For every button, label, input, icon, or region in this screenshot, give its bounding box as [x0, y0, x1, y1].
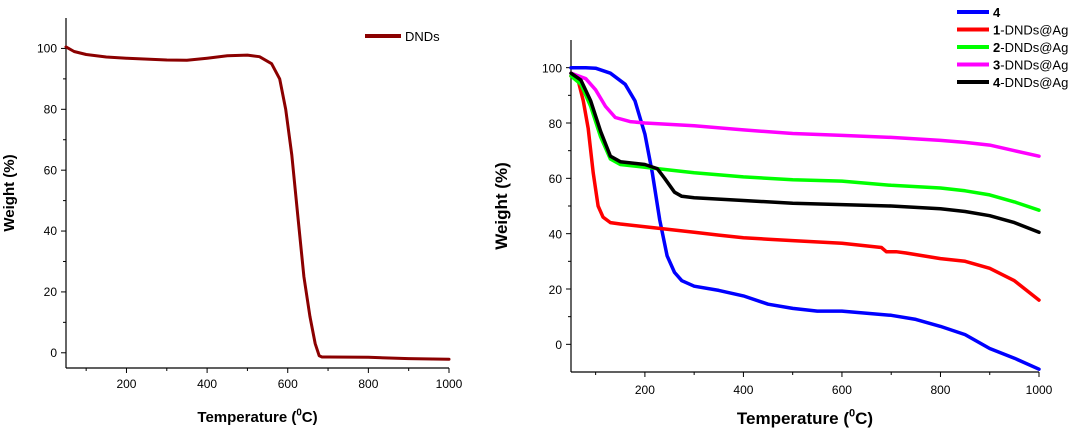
- series-line-3: [569, 71, 1041, 158]
- y-axis-label: Weight (%): [492, 162, 511, 250]
- legend-label: 4: [993, 5, 1001, 20]
- y-tick-label: 80: [44, 103, 58, 117]
- x-tick-label: 600: [278, 377, 298, 391]
- y-tick-label: 40: [549, 228, 563, 242]
- y-tick-label: 60: [44, 163, 58, 177]
- series-line-0: [64, 45, 451, 361]
- right-chart: 0 20 40 60 80 100 200 400 600 800 1000 Temperature …: [492, 5, 1068, 428]
- x-tick-label: 200: [116, 377, 136, 391]
- x-tick-label: 1000: [1026, 383, 1053, 397]
- y-axis-label: Weight (%): [1, 154, 18, 231]
- series-line-1: [569, 74, 1041, 302]
- legend-label: 4-DNDs@Ag: [993, 75, 1068, 90]
- y-tick-label: 100: [542, 62, 562, 76]
- y-tick-label: 100: [37, 42, 57, 56]
- x-axis-label: Temperature (0C): [737, 407, 873, 428]
- series-line-4: [569, 71, 1041, 235]
- legend-label: 3-DNDs@Ag: [993, 58, 1068, 73]
- y-tick-label: 60: [549, 172, 563, 186]
- y-tick-label: 20: [44, 285, 58, 299]
- y-tick-label: 40: [44, 224, 58, 238]
- x-tick-label: 200: [635, 383, 655, 397]
- x-tick-label: 800: [358, 377, 378, 391]
- legend-label: 2-DNDs@Ag: [993, 40, 1068, 55]
- y-tick-label: 20: [549, 283, 563, 297]
- x-tick-label: 800: [930, 383, 950, 397]
- legend-label: DNDs: [405, 29, 440, 44]
- x-axis-label: Temperature (0C): [197, 407, 317, 426]
- x-tick-label: 400: [197, 377, 217, 391]
- legend-label: 1-DNDs@Ag: [993, 23, 1068, 38]
- y-tick-label: 80: [549, 117, 563, 131]
- y-tick-label: 0: [50, 346, 57, 360]
- series-line-0: [569, 65, 1041, 371]
- x-tick-label: 600: [832, 383, 852, 397]
- left-chart: 0 20 40 60 80 100 200 400 600 800 1000 Temperature …: [1, 18, 463, 426]
- x-tick-label: 1000: [436, 377, 463, 391]
- y-tick-label: 0: [555, 338, 562, 352]
- x-tick-label: 400: [733, 383, 753, 397]
